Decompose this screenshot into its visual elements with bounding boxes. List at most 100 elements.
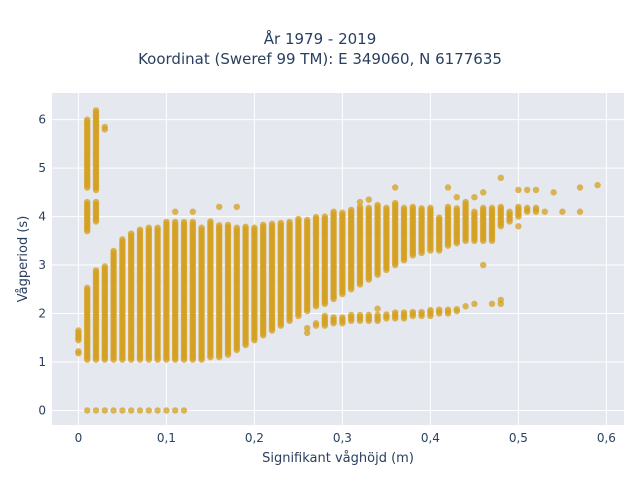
data-point [154,224,161,231]
data-point [330,208,337,215]
data-point [251,224,258,231]
data-point [286,218,293,226]
data-point [145,224,152,231]
data-point [110,247,117,255]
y-tick-label: 1 [38,355,46,369]
data-point [356,203,364,211]
data-point [128,407,135,414]
data-point [304,216,311,224]
data-point [119,407,126,414]
chart-title-line-2: Koordinat (Sweref 99 TM): E 349060, N 61… [138,50,502,68]
data-point [356,198,364,206]
data-point [453,205,460,212]
data-point [321,312,328,320]
data-point [119,236,126,243]
data-point [207,218,214,225]
data-point [84,116,91,123]
data-point [462,198,469,206]
data-point [172,218,179,226]
data-point [444,184,452,191]
data-point [453,305,460,313]
y-axis-title: Vågperiod (s) [16,216,31,303]
data-point [444,306,452,313]
data-point [515,223,522,230]
y-tick-label: 2 [38,307,46,321]
data-point [365,311,372,319]
data-point [453,194,460,201]
data-point [75,348,82,355]
data-point [154,407,161,414]
data-point [497,203,504,211]
data-point [84,407,91,414]
data-point [374,305,381,312]
data-point [312,320,320,327]
data-point [348,206,355,214]
x-axis-title: Signifikant våghöjd (m) [262,451,414,466]
data-point [233,203,240,211]
data-point [198,224,205,231]
data-point [189,218,196,226]
data-point [427,306,434,314]
x-tick-label: 0,4 [421,431,440,445]
data-point [163,407,170,414]
data-point [304,329,311,337]
data-point [339,209,346,216]
data-point [84,284,91,292]
data-point [128,230,135,237]
data-point [541,208,548,215]
data-point [576,184,584,191]
data-point [383,204,390,212]
x-tick-label: 0,1 [157,431,176,445]
data-point [356,311,364,319]
data-point [365,204,372,212]
data-point [374,201,381,209]
data-point [189,208,196,215]
data-point [488,204,496,212]
data-point [400,309,408,316]
data-point [462,303,469,310]
x-tick-label: 0,6 [597,431,616,445]
data-point [312,213,320,221]
data-point [506,208,513,215]
data-point [400,204,408,212]
data-point [172,208,179,215]
data-point [233,224,240,231]
data-point [321,213,328,220]
data-point [471,208,478,215]
chart-title-line-1: År 1979 - 2019 [263,30,377,48]
data-point [92,267,100,274]
x-tick-label: 0,3 [333,431,352,445]
data-point [295,215,302,223]
data-point [532,204,540,212]
data-point [136,407,144,414]
data-point [172,407,179,414]
data-point [524,204,531,212]
data-point [559,208,566,215]
data-point [101,407,109,414]
data-point [480,189,487,196]
data-point [488,300,496,308]
data-point [418,308,425,316]
x-tick-label: 0,2 [245,431,264,445]
data-point [365,196,372,203]
data-point [92,198,100,206]
data-point [436,214,443,221]
data-point [242,223,249,230]
y-tick-label: 3 [38,258,46,272]
y-tick-label: 0 [38,403,46,417]
data-point [383,311,390,318]
x-tick-label: 0,5 [509,431,528,445]
data-point [92,407,100,414]
data-point [75,327,82,334]
data-point [304,324,311,332]
data-point [374,311,381,319]
data-point [576,208,584,215]
data-point [392,184,399,191]
data-point [392,309,399,316]
data-point [471,194,478,201]
data-point [436,306,443,313]
data-point [471,300,478,308]
data-point [216,203,223,211]
data-point [418,205,425,212]
